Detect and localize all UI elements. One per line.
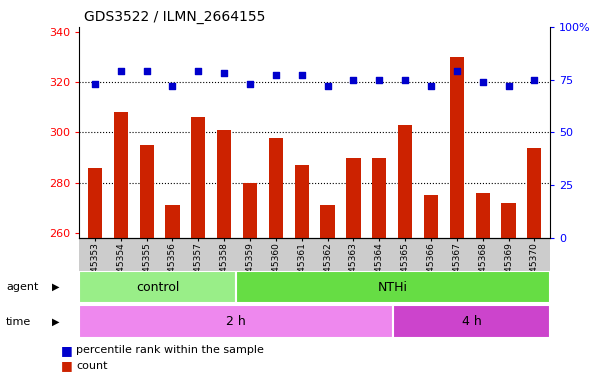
- Point: [323, 83, 332, 89]
- Text: NTHi: NTHi: [378, 281, 408, 293]
- Text: ■: ■: [61, 344, 73, 357]
- Point: [400, 76, 410, 83]
- Point: [530, 76, 540, 83]
- Bar: [166, 205, 180, 238]
- Bar: [139, 145, 154, 238]
- Bar: [475, 193, 490, 238]
- Text: ▶: ▶: [52, 282, 59, 292]
- Point: [167, 83, 177, 89]
- Point: [426, 83, 436, 89]
- Point: [452, 68, 462, 74]
- Point: [478, 79, 488, 85]
- Point: [375, 76, 384, 83]
- Text: agent: agent: [6, 282, 38, 292]
- Bar: [269, 137, 283, 238]
- Point: [194, 68, 203, 74]
- Point: [348, 76, 358, 83]
- Bar: [243, 183, 257, 238]
- Bar: [88, 168, 102, 238]
- FancyBboxPatch shape: [236, 271, 550, 303]
- Text: percentile rank within the sample: percentile rank within the sample: [76, 345, 264, 356]
- Point: [116, 68, 126, 74]
- Bar: [502, 203, 516, 238]
- Point: [503, 83, 513, 89]
- Point: [90, 81, 100, 87]
- FancyBboxPatch shape: [79, 271, 236, 303]
- Bar: [217, 130, 232, 238]
- Text: GDS3522 / ILMN_2664155: GDS3522 / ILMN_2664155: [84, 10, 266, 25]
- Text: 2 h: 2 h: [227, 315, 246, 328]
- Bar: [191, 118, 205, 238]
- Bar: [114, 113, 128, 238]
- Bar: [321, 205, 335, 238]
- Point: [245, 81, 255, 87]
- Bar: [295, 165, 309, 238]
- Text: ■: ■: [61, 359, 73, 372]
- Bar: [424, 195, 438, 238]
- Bar: [450, 57, 464, 238]
- Text: time: time: [6, 316, 31, 327]
- Text: ▶: ▶: [52, 316, 59, 327]
- Bar: [527, 147, 541, 238]
- Text: control: control: [136, 281, 180, 293]
- Point: [219, 70, 229, 76]
- Point: [297, 73, 307, 79]
- Point: [271, 73, 281, 79]
- FancyBboxPatch shape: [79, 305, 393, 338]
- Text: count: count: [76, 361, 108, 371]
- FancyBboxPatch shape: [393, 305, 550, 338]
- Bar: [398, 125, 412, 238]
- Bar: [346, 157, 360, 238]
- Point: [142, 68, 152, 74]
- Text: 4 h: 4 h: [462, 315, 481, 328]
- Bar: [372, 157, 386, 238]
